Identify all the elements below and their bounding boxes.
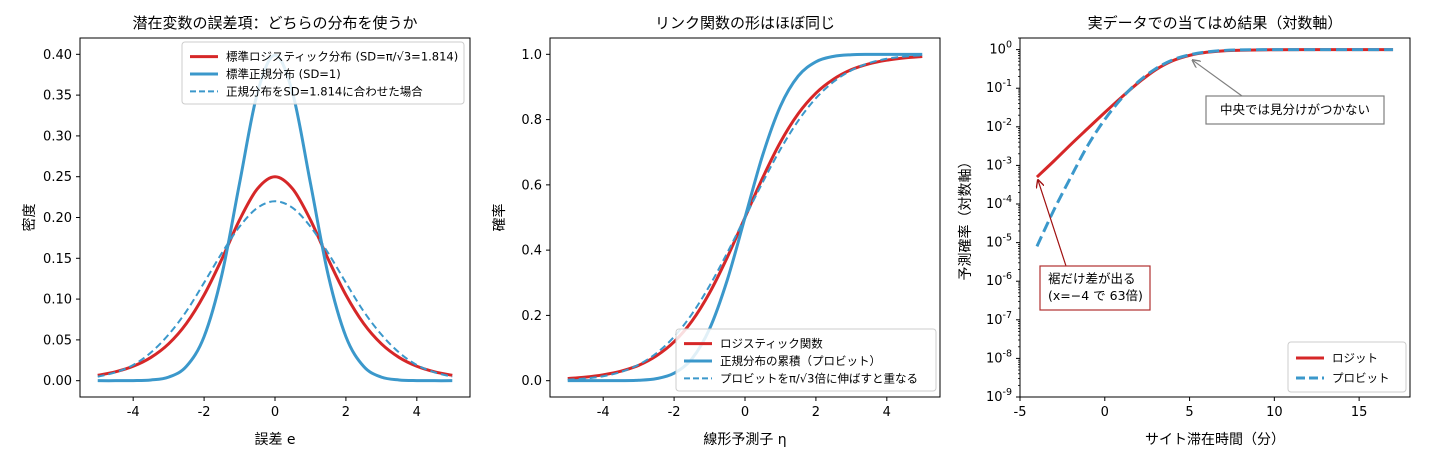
x-tick-label: 15: [1351, 405, 1368, 420]
y-tick-label: 0.05: [43, 333, 72, 348]
chart-panel-2: リンク関数の形はほぼ同じ -4 -2 0 2 4 0.0 0.2 0.4 0.6 0.8 1.0 線形予…: [491, 14, 941, 448]
y-tick-label: 0.4: [521, 244, 542, 259]
x-tick-label: -4: [597, 405, 610, 420]
x-tick-label: -5: [1014, 405, 1027, 420]
y-axis-label: 密度: [21, 204, 38, 232]
x-tick-label: 4: [413, 405, 421, 420]
y-tick-label: 0.00: [43, 374, 72, 389]
legend-box: [675, 328, 937, 392]
annotation-text: 裾だけ差が出る(x=−4 で 63倍): [1048, 271, 1143, 303]
chart-panel-1: 潜在変数の誤差項：どちらの分布を使うか -4 -2 0 2 4 0.00 0.05 0.10 0.…: [21, 14, 471, 448]
annotation-box: [1205, 95, 1385, 125]
chart-title: 実データでの当てはめ結果（対数軸）: [1088, 14, 1343, 32]
axes-frame: [1019, 37, 1411, 398]
y-tick-label: 0.6: [521, 178, 542, 193]
x-tick-label: 0: [271, 405, 279, 420]
chart-title: リンク関数の形はほぼ同じ: [655, 14, 835, 32]
y-tick-label: 10-1: [986, 78, 1012, 96]
x-tick-label: 2: [342, 405, 350, 420]
series-line-1: [97, 175, 453, 377]
y-tick-label: 10-7: [986, 310, 1012, 328]
legend-label-1: 標準ロジスティック分布 (SD=π/√3=1.814): [226, 50, 458, 64]
legend-label-2: 標準正規分布 (SD=1): [226, 67, 341, 81]
series-line-2: [1035, 48, 1394, 247]
x-tick-label: -2: [668, 405, 681, 420]
legend-label-1: ロジスティック関数: [720, 337, 823, 351]
x-axis-label: サイト滞在時間（分）: [1145, 432, 1285, 448]
legend-label-2: 正規分布の累積（プロビット）: [720, 354, 881, 368]
y-tick-label: 10-2: [986, 117, 1012, 135]
y-tick-label: 0.20: [43, 211, 72, 226]
y-tick-label: 1.0: [521, 48, 542, 63]
series-line-3: [567, 54, 923, 381]
y-tick-label: 10-9: [986, 387, 1012, 405]
x-tick-label: 4: [883, 405, 891, 420]
legend-box: [181, 41, 465, 105]
series-lines: [567, 52, 923, 383]
x-tick-label: 10: [1266, 405, 1283, 420]
chart-panel-3: 実データでの当てはめ結果（対数軸） -5 0 5 10 15 10-9 10-8 10-7 10-…: [957, 14, 1411, 448]
x-tick-label: -4: [127, 405, 140, 420]
x-tick-label: 2: [812, 405, 820, 420]
y-tick-label: 10-6: [986, 271, 1012, 289]
y-tick-label: 0.25: [43, 170, 72, 185]
series-lines: [1035, 48, 1394, 247]
annotation-arrow: [1038, 180, 1067, 267]
chart-title: 潜在変数の誤差項：どちらの分布を使うか: [132, 14, 417, 32]
series-line-1: [1035, 48, 1394, 179]
annotation-arrow: [1193, 60, 1243, 97]
y-tick-label: 0.15: [43, 252, 72, 267]
y-tick-label: 0.35: [43, 89, 72, 104]
y-tick-label: 100: [989, 40, 1012, 58]
legend: 標準ロジスティック分布 (SD=π/√3=1.814) 標準正規分布 (SD=1)…: [181, 41, 465, 105]
x-tick-label: 0: [741, 405, 749, 420]
y-axis-label: 確率: [491, 204, 508, 232]
y-tick-label: 10-5: [986, 233, 1012, 251]
x-tick-label: 0: [1101, 405, 1109, 420]
legend-label-3: プロビットをπ/√3倍に伸ばすと重なる: [720, 371, 918, 385]
y-tick-label: 10-8: [986, 348, 1012, 366]
y-tick-label: 10-4: [986, 194, 1012, 212]
annotation-box: [1039, 265, 1151, 311]
x-tick-label: 5: [1185, 405, 1193, 420]
annotation-1: 中央では見分けがつかない: [1193, 60, 1385, 125]
x-axis-label: 線形予測子 η: [703, 432, 786, 448]
series-line-3: [97, 200, 453, 378]
y-tick-label: 0.2: [521, 309, 542, 324]
annotation-text: 中央では見分けがつかない: [1220, 102, 1370, 117]
y-tick-label: 10-3: [986, 155, 1012, 173]
legend-label-1: ロジット: [1332, 351, 1378, 365]
y-tick-label: 0.40: [43, 48, 72, 63]
x-tick-label: -2: [198, 405, 211, 420]
legend-label-2: プロビット: [1332, 371, 1390, 385]
y-tick-label: 0.0: [521, 374, 542, 389]
y-axis-label: 予測確率（対数軸）: [957, 155, 974, 281]
x-axis-label: 誤差 e: [254, 432, 295, 448]
y-tick-label: 0.10: [43, 293, 72, 308]
y-tick-label: 0.30: [43, 129, 72, 144]
legend-label-3: 正規分布をSD=1.814に合わせた場合: [226, 84, 423, 98]
y-tick-label: 0.8: [521, 113, 542, 128]
annotation-2: 裾だけ差が出る(x=−4 で 63倍): [1038, 180, 1151, 311]
